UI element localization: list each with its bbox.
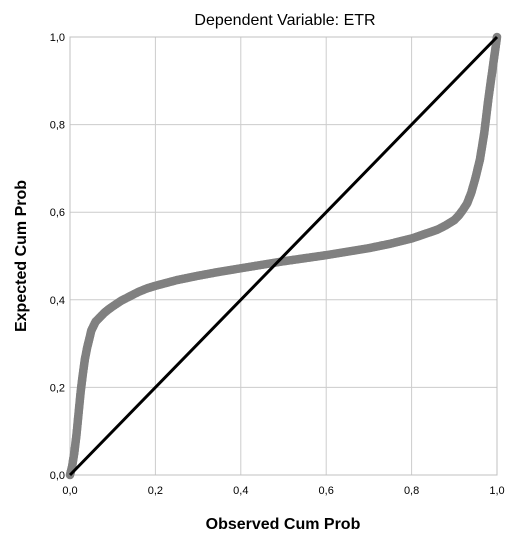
reference-line [68, 35, 499, 477]
y-tick-label: 0,6 [50, 207, 65, 219]
y-axis-label: Expected Cum Prob [13, 180, 30, 332]
plot-frame [69, 36, 498, 476]
x-tick-label: 1,0 [489, 485, 504, 497]
x-tick-labels: 0,0 0,2 0,4 0,6 0,8 1,0 [62, 485, 504, 497]
y-tick-label: 0,8 [50, 120, 65, 132]
x-tick-label: 0,6 [319, 485, 334, 497]
chart-title: Dependent Variable: ETR [194, 12, 375, 29]
x-tick-label: 0,2 [148, 485, 163, 497]
y-tick-labels: 0,0 0,2 0,4 0,6 0,8 1,0 [50, 32, 65, 482]
y-tick-label: 0,2 [50, 382, 65, 394]
x-axis-label: Observed Cum Prob [206, 516, 361, 533]
y-tick-label: 0,4 [50, 295, 65, 307]
x-tick-label: 0,8 [404, 485, 419, 497]
x-tick-label: 0,4 [233, 485, 248, 497]
y-tick-label: 0,0 [50, 470, 65, 482]
x-tick-label: 0,0 [62, 485, 77, 497]
y-tick-label: 1,0 [50, 32, 65, 44]
